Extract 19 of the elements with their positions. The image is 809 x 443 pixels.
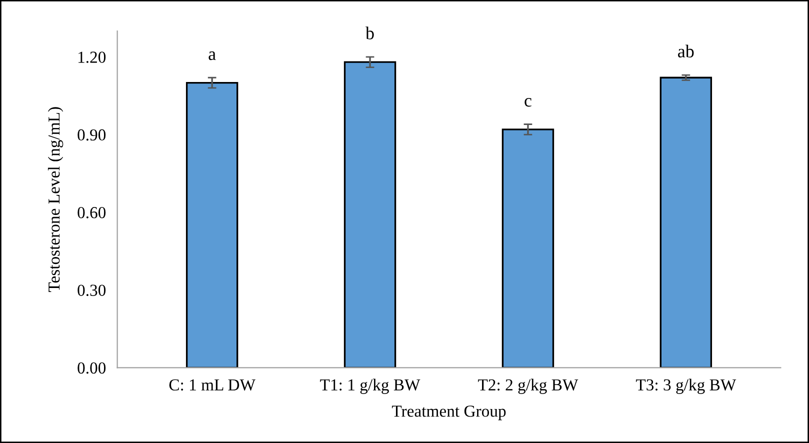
x-tick-label: T1: 1 g/kg BW	[320, 378, 420, 394]
annotation: ab	[678, 44, 694, 58]
annotation: c	[524, 98, 532, 107]
y-axis-title: Testosterone Level (ng/mL)	[48, 107, 64, 292]
y-tick-label: 0.00	[78, 362, 106, 374]
y-tick-label: 0.30	[78, 284, 106, 296]
annotation: a	[208, 51, 216, 60]
annotation: b	[366, 26, 374, 40]
x-axis-title: Treatment Group	[392, 406, 506, 420]
bar	[502, 128, 554, 368]
x-tick-label: T2: 2 g/kg BW	[478, 378, 578, 394]
bar	[660, 76, 712, 368]
x-tick-label: T3: 3 g/kg BW	[636, 378, 736, 394]
y-tick-label: 0.90	[78, 129, 106, 141]
x-tick-label: C: 1 mL DW	[169, 379, 256, 391]
bar	[344, 61, 396, 368]
y-tick-label: 1.20	[78, 52, 106, 63]
bar	[186, 82, 238, 368]
y-tick-label: 0.60	[78, 207, 106, 218]
